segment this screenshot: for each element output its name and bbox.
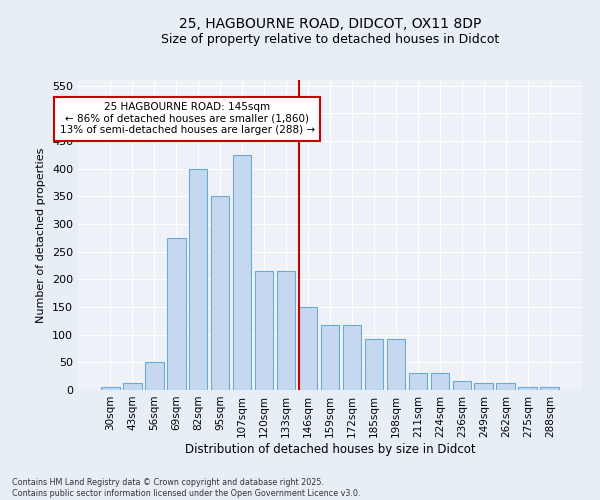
Bar (475, 384, 493, 390)
Bar (343, 324, 361, 390)
Bar (431, 374, 449, 390)
Y-axis label: Number of detached properties: Number of detached properties (37, 148, 46, 322)
Bar (409, 374, 427, 390)
Bar (365, 339, 383, 390)
Bar (123, 384, 142, 390)
Bar (233, 154, 251, 390)
Bar (299, 307, 317, 390)
Text: 25 HAGBOURNE ROAD: 145sqm
← 86% of detached houses are smaller (1,860)
13% of se: 25 HAGBOURNE ROAD: 145sqm ← 86% of detac… (59, 102, 315, 136)
Bar (452, 380, 471, 390)
Text: 25, HAGBOURNE ROAD, DIDCOT, OX11 8DP: 25, HAGBOURNE ROAD, DIDCOT, OX11 8DP (179, 18, 481, 32)
Bar (541, 387, 559, 390)
Text: Size of property relative to detached houses in Didcot: Size of property relative to detached ho… (161, 32, 499, 46)
Bar (277, 271, 295, 390)
Bar (255, 271, 274, 390)
Bar (167, 238, 185, 390)
Text: Contains HM Land Registry data © Crown copyright and database right 2025.
Contai: Contains HM Land Registry data © Crown c… (12, 478, 361, 498)
Bar (189, 168, 208, 390)
Bar (518, 387, 537, 390)
X-axis label: Distribution of detached houses by size in Didcot: Distribution of detached houses by size … (185, 442, 475, 456)
Bar (145, 362, 164, 390)
Bar (496, 384, 515, 390)
Bar (211, 196, 229, 390)
Bar (101, 387, 119, 390)
Bar (320, 324, 340, 390)
Bar (386, 339, 405, 390)
